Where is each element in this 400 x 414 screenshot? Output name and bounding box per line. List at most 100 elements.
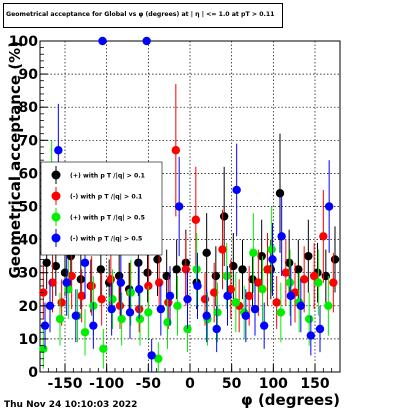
data-point [276,308,286,317]
data-point [142,36,151,46]
data-point [209,288,219,297]
data-point [154,354,163,363]
data-point [126,288,136,297]
data-point [135,314,145,324]
axes: -150 -100 -50 0 50 100 150 0 10 20 30 40 50 60 70 80 90 1… [9,34,341,392]
data-point [241,311,251,320]
y-tick-label: 10 [19,332,39,348]
data-point [144,308,153,317]
legend-entry-label: (+) with p T /|q| > 0.5 [70,215,145,223]
x-tick-label: -50 [136,376,162,392]
data-point [117,314,126,324]
data-point [219,212,229,221]
data-point [191,215,201,224]
data-point [202,311,211,320]
legend-entry-label: (-) with p T /|q| > 0.1 [70,194,142,202]
data-point [309,271,319,281]
data-point [55,314,65,324]
data-point [99,344,108,354]
data-point [171,146,181,155]
data-point [192,265,201,274]
data-point [125,308,135,317]
data-point [324,202,334,211]
y-tick-label: 100 [9,34,38,50]
y-tick-label: 20 [19,299,39,315]
legend-box [40,161,163,256]
data-point [286,291,296,301]
y-tick-label: 60 [19,166,39,182]
data-point [258,285,267,294]
legend-entry-label: (-) with p T /|q| > 0.5 [70,236,142,244]
data-point [42,258,51,267]
data-point [183,294,192,304]
data-series [39,36,340,372]
data-point [67,271,76,281]
data-point [244,291,254,301]
data-point [304,314,314,324]
data-point [45,301,55,310]
data-point [80,258,90,267]
data-point [263,265,272,274]
x-tick-label: -100 [89,376,124,392]
data-point [294,265,303,274]
y-axis-label: Geometrical acceptance (%) [6,41,24,279]
data-point [218,245,227,254]
data-point [57,298,66,307]
y-tick-label: 40 [19,233,39,249]
data-point [98,36,107,46]
data-point [76,275,86,284]
data-point [222,271,231,281]
data-point [231,298,241,307]
timestamp: Thu Nov 24 10:10:03 2022 [4,400,138,410]
data-point [226,285,236,294]
data-point [257,251,266,261]
data-point [211,271,221,281]
series-group [40,36,334,372]
x-tick-label: 150 [300,376,329,392]
data-point [147,351,156,360]
data-point [281,268,291,277]
data-point [156,304,166,314]
data-point [232,185,241,195]
y-tick-label: 30 [19,266,39,282]
data-point [268,255,277,264]
data-point [154,278,164,287]
data-point [181,265,191,274]
data-point [89,321,98,330]
title-box: Geometrical acceptance for Global vs φ (… [3,3,283,28]
y-tick-label: 80 [19,100,39,116]
data-point [51,261,61,271]
data-point [304,251,313,261]
data-point [97,294,106,304]
data-point [284,258,294,267]
data-point [329,278,338,287]
data-point [107,304,116,314]
y-tick-label: 50 [19,200,39,216]
data-point [77,291,86,301]
legend: (+) with p T /|q| > 0.1 (-) with p T /|q|… [40,161,163,256]
data-point [54,146,63,155]
data-point [267,245,276,254]
y-tick-label: 70 [19,133,39,149]
data-point [324,301,333,310]
data-point [174,202,184,211]
data-point [277,232,286,241]
legend-entry-label: (+) with p T /|q| > 0.1 [70,173,145,181]
x-tick-label: -150 [47,376,82,392]
data-point [165,291,175,301]
data-point [96,265,106,274]
data-point [223,291,232,301]
data-point [315,324,325,334]
data-point [134,285,144,294]
data-point [116,278,126,287]
data-point [106,275,116,284]
data-point [314,278,323,287]
data-point [134,258,143,267]
data-point [275,189,285,198]
x-axis-label: φ (degrees) [241,391,340,409]
y-tick-label: 0 [28,365,38,381]
chart-title: Geometrical acceptance for Global vs φ (… [6,11,275,18]
y-tick-label: 90 [19,67,39,83]
data-point [213,308,222,317]
